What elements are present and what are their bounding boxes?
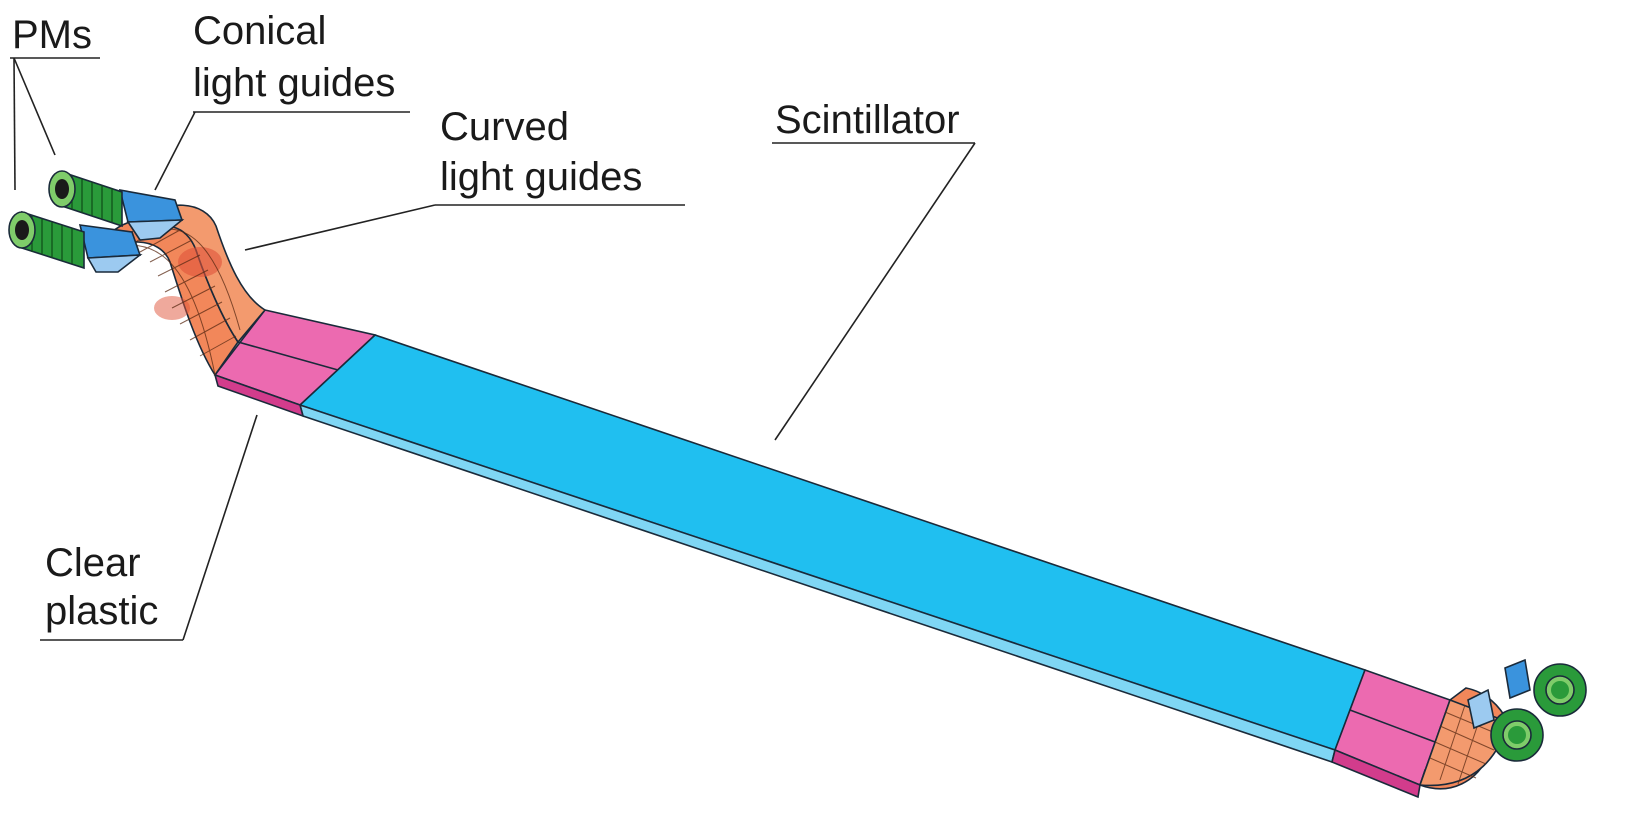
pm-left-lower [8,210,85,270]
conical-guide-left-upper [118,188,184,223]
conical-guide-left-lower-hl [86,254,143,273]
pm-right-upper [1533,663,1587,717]
label-curved-line1: Curved [440,105,569,149]
label-pms: PMs [12,13,92,57]
clear-plastic-right-side [1331,748,1421,799]
curved-guide-right-mesh [1429,704,1501,785]
pm-left-upper [48,170,123,228]
label-clear-plastic-group: Clear plastic [40,414,258,641]
scintillator-side-face [298,403,1336,764]
label-pms-group: PMs [10,13,100,191]
curved-guide-left-hotspot [178,247,222,277]
pm-right-lower [1490,708,1544,762]
clear-plastic-left [213,309,377,418]
clear-plastic-left-seam [237,341,339,371]
conical-light-guides-left [78,188,185,273]
clear-plastic-left-side [213,373,305,418]
label-conical-group: Conical light guides [154,9,410,191]
label-scintillator-group: Scintillator [772,98,976,441]
label-conical-line1: Conical [193,9,326,53]
label-conical-line2: light guides [193,61,395,105]
label-curved-group: Curved light guides [244,105,685,251]
conical-guide-left-upper-hl [126,219,185,241]
clear-plastic-right [1331,668,1452,799]
label-curved-line2: light guides [440,155,642,199]
curved-light-guides-left [94,204,267,377]
label-clear-line2: plastic [45,589,158,633]
label-clear-line1: Clear [45,541,141,585]
scintillator-bar [298,334,1367,764]
label-scintillator: Scintillator [775,98,960,142]
conical-guide-right [1504,658,1531,700]
conical-guide-right-2 [1467,688,1495,730]
clear-plastic-right-seam [1349,709,1436,743]
conical-light-guides-right [1467,658,1531,730]
scintillator-top-face [298,334,1367,752]
